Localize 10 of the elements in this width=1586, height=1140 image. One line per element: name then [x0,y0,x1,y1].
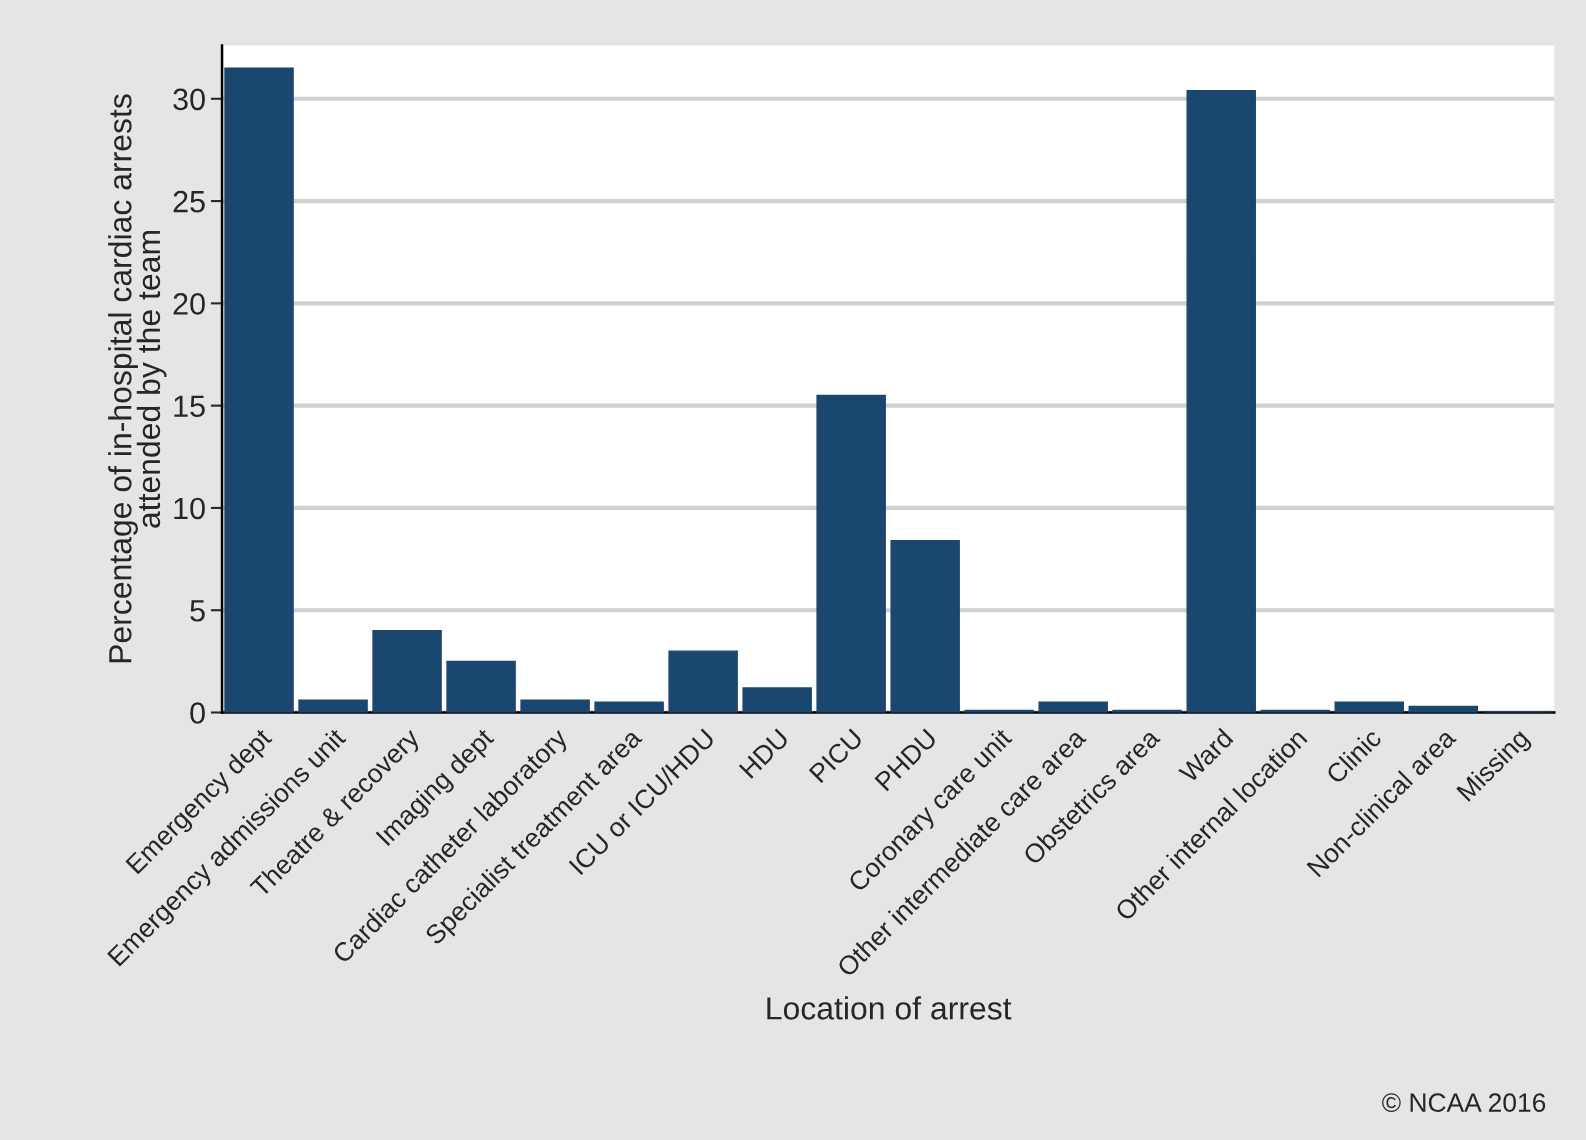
y-axis-title: Percentage of in-hospital cardiac arrests attended by the team [108,94,167,663]
y-tick-label: 15 [174,395,205,418]
y-tick-label: 10 [174,497,205,520]
x-axis-title: Location of arrest [767,996,1012,1020]
y-tick-label: 25 [173,190,205,213]
y-tick-label: 5 [190,600,205,622]
y-tick-label: 30 [173,88,205,111]
y-tick-label: 20 [173,293,205,315]
text: © NCAA 2016 [1382,1093,1546,1112]
y-tick-label: 0 [190,702,205,724]
